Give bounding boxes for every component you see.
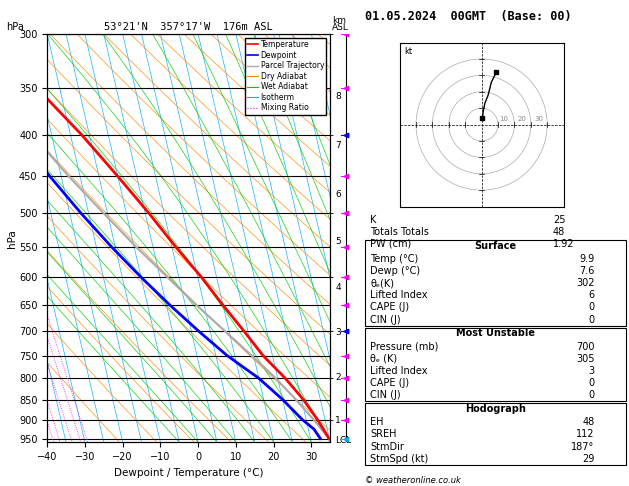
Text: 0: 0 xyxy=(588,314,594,325)
Text: 48: 48 xyxy=(582,417,594,427)
Text: θₑ(K): θₑ(K) xyxy=(370,278,394,288)
Text: Lifted Index: Lifted Index xyxy=(370,366,428,376)
Text: CAPE (J): CAPE (J) xyxy=(370,378,409,388)
X-axis label: Dewpoint / Temperature (°C): Dewpoint / Temperature (°C) xyxy=(114,468,264,478)
Bar xyxy=(365,328,626,401)
Legend: Temperature, Dewpoint, Parcel Trajectory, Dry Adiabat, Wet Adiabat, Isotherm, Mi: Temperature, Dewpoint, Parcel Trajectory… xyxy=(245,38,326,115)
Text: 48: 48 xyxy=(553,227,565,237)
Text: 20: 20 xyxy=(518,116,526,122)
Text: Hodograph: Hodograph xyxy=(465,404,526,414)
Text: StmSpd (kt): StmSpd (kt) xyxy=(370,453,428,464)
Text: Temp (°C): Temp (°C) xyxy=(370,254,418,264)
Bar xyxy=(365,240,626,326)
Text: 53°21'N  357°17'W  176m ASL: 53°21'N 357°17'W 176m ASL xyxy=(104,21,273,32)
Text: CIN (J): CIN (J) xyxy=(370,390,401,400)
Text: 700: 700 xyxy=(576,342,594,352)
Text: K: K xyxy=(370,215,376,225)
Text: StmDir: StmDir xyxy=(370,442,404,451)
Text: Totals Totals: Totals Totals xyxy=(370,227,429,237)
Text: 0: 0 xyxy=(588,390,594,400)
Text: 302: 302 xyxy=(576,278,594,288)
Text: EH: EH xyxy=(370,417,384,427)
Text: 29: 29 xyxy=(582,453,594,464)
Text: © weatheronline.co.uk: © weatheronline.co.uk xyxy=(365,475,460,485)
Text: θₑ (K): θₑ (K) xyxy=(370,354,397,364)
Text: Pressure (mb): Pressure (mb) xyxy=(370,342,438,352)
Text: 01.05.2024  00GMT  (Base: 00): 01.05.2024 00GMT (Base: 00) xyxy=(365,10,571,23)
Text: Lifted Index: Lifted Index xyxy=(370,291,428,300)
Text: Most Unstable: Most Unstable xyxy=(456,329,535,338)
Text: Surface: Surface xyxy=(474,241,516,251)
Text: 10: 10 xyxy=(499,116,509,122)
Text: 9.9: 9.9 xyxy=(579,254,594,264)
Text: ASL: ASL xyxy=(332,22,349,32)
Text: km: km xyxy=(332,16,346,25)
Text: 0: 0 xyxy=(588,378,594,388)
Y-axis label: hPa: hPa xyxy=(8,229,18,247)
Text: 305: 305 xyxy=(576,354,594,364)
Text: 25: 25 xyxy=(553,215,565,225)
Text: Dewp (°C): Dewp (°C) xyxy=(370,266,420,276)
Text: PW (cm): PW (cm) xyxy=(370,239,411,249)
Text: 30: 30 xyxy=(534,116,543,122)
Text: CIN (J): CIN (J) xyxy=(370,314,401,325)
Text: kt: kt xyxy=(404,47,413,56)
Text: 3: 3 xyxy=(588,366,594,376)
Text: SREH: SREH xyxy=(370,430,396,439)
Bar xyxy=(365,403,626,465)
Text: 112: 112 xyxy=(576,430,594,439)
Text: 6: 6 xyxy=(588,291,594,300)
Text: 1.92: 1.92 xyxy=(553,239,574,249)
Text: CAPE (J): CAPE (J) xyxy=(370,302,409,312)
Text: 187°: 187° xyxy=(571,442,594,451)
Text: hPa: hPa xyxy=(6,21,24,32)
Text: 0: 0 xyxy=(588,302,594,312)
Text: 7.6: 7.6 xyxy=(579,266,594,276)
